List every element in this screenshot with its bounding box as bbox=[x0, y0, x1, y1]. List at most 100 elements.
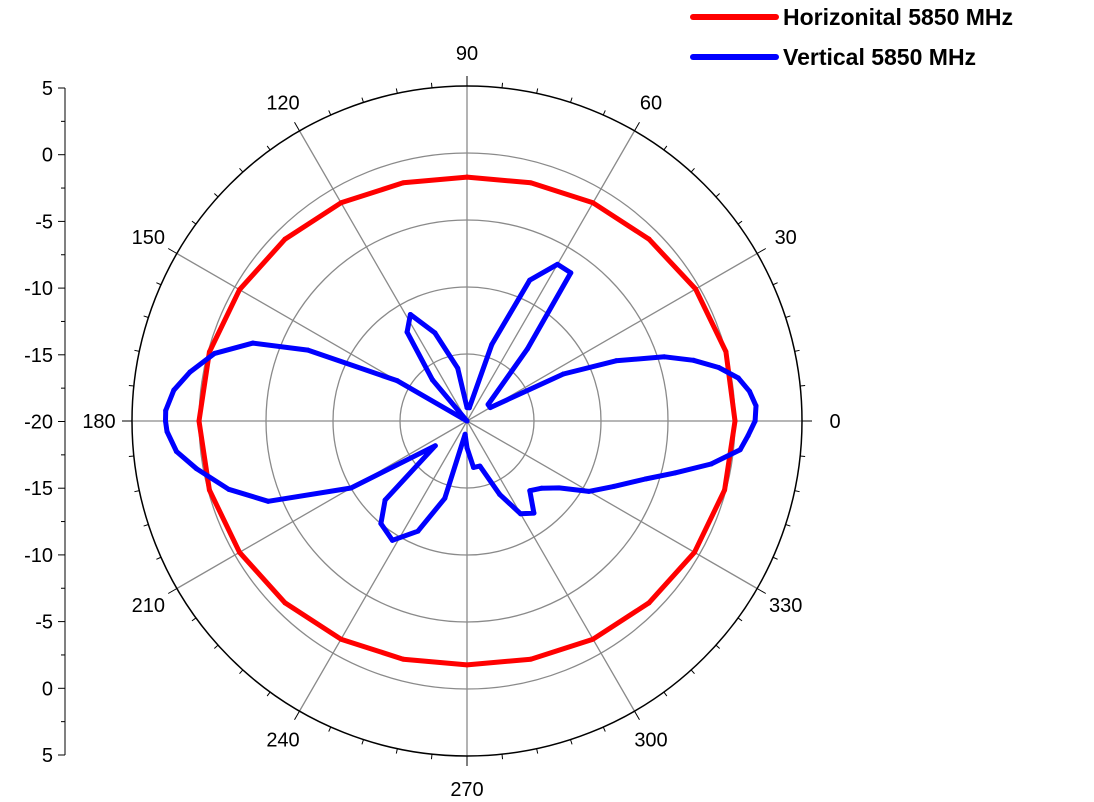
grid-spoke bbox=[176, 420, 468, 590]
angular-tick-mark bbox=[361, 739, 364, 745]
series-1-point bbox=[693, 286, 699, 292]
series-1-point bbox=[282, 600, 288, 606]
legend: Horizonital 5850 MHz Vertical 5850 MHz bbox=[690, 4, 1013, 70]
series-1-point bbox=[206, 487, 212, 493]
angular-tick-mark bbox=[328, 726, 332, 732]
series-1-point bbox=[691, 549, 697, 555]
series-2-point bbox=[708, 461, 714, 467]
series-2-point bbox=[226, 486, 232, 492]
series-2-point bbox=[568, 270, 574, 276]
angular-tick-mark bbox=[239, 669, 244, 675]
angular-tick-mark bbox=[294, 710, 300, 721]
angular-tick-mark bbox=[395, 748, 398, 754]
series-2-point bbox=[432, 330, 438, 336]
series-2-point bbox=[753, 403, 759, 409]
angular-tick-mark bbox=[536, 88, 539, 94]
angular-tick-mark bbox=[785, 315, 791, 318]
angle-tick-label: 120 bbox=[266, 92, 299, 114]
series-2-point bbox=[305, 347, 311, 353]
angular-tick-mark bbox=[239, 167, 244, 173]
grid-spoke bbox=[466, 130, 636, 422]
series-2-point bbox=[485, 402, 491, 408]
series-layer bbox=[163, 174, 759, 668]
angular-tick-mark bbox=[294, 121, 300, 132]
angle-tick-label: 180 bbox=[82, 411, 115, 433]
series-2-point bbox=[524, 346, 530, 352]
series-2-point bbox=[407, 312, 413, 318]
angular-tick-mark bbox=[156, 556, 162, 560]
radial-tick-label: 5 bbox=[42, 745, 53, 767]
series-2-point bbox=[716, 365, 722, 371]
angular-tick-mark bbox=[128, 455, 134, 458]
series-2-point bbox=[527, 488, 533, 494]
series-2-point bbox=[691, 357, 697, 363]
angle-tick-label: 30 bbox=[775, 227, 797, 249]
radial-tick-label: -15 bbox=[24, 345, 53, 367]
series-2-point bbox=[173, 449, 179, 455]
angular-tick-mark bbox=[167, 248, 178, 254]
series-1-point bbox=[196, 418, 202, 424]
series-2-point bbox=[560, 371, 566, 377]
grid-spoke bbox=[298, 130, 468, 422]
series-2-point bbox=[432, 443, 438, 449]
angular-tick-mark bbox=[785, 524, 791, 527]
angular-tick-mark bbox=[634, 121, 640, 132]
angle-tick-label: 90 bbox=[456, 43, 478, 65]
angular-tick-mark bbox=[266, 145, 271, 151]
angular-tick-mark bbox=[395, 88, 398, 94]
series-1-point bbox=[732, 418, 738, 424]
polar-grid: 0 30 60 90 120 150 180 210 240 270 300 330 bbox=[82, 43, 840, 801]
series-1-point bbox=[400, 180, 406, 186]
angle-tick-label: 330 bbox=[769, 595, 802, 617]
angular-tick-mark bbox=[794, 349, 800, 352]
series-2-point bbox=[163, 418, 168, 424]
series-2-point bbox=[737, 447, 743, 453]
series-2-point bbox=[164, 428, 170, 434]
angular-tick-mark bbox=[430, 754, 433, 760]
angular-tick-mark bbox=[800, 384, 806, 387]
series-2-point bbox=[378, 521, 384, 527]
angular-tick-mark bbox=[191, 617, 197, 622]
series-2-point bbox=[586, 488, 592, 494]
series-1-point bbox=[722, 487, 728, 493]
series-1-point bbox=[590, 636, 596, 642]
angular-tick-mark bbox=[213, 193, 219, 198]
radial-tick-label: -5 bbox=[35, 211, 53, 233]
series-2-point bbox=[554, 261, 560, 267]
angular-tick-mark bbox=[690, 669, 695, 675]
series-2-point bbox=[527, 277, 533, 283]
series-1-point bbox=[646, 236, 652, 242]
radial-tick-label: 5 bbox=[42, 78, 53, 100]
radial-tick-label: 0 bbox=[42, 145, 53, 167]
series-2-point bbox=[464, 418, 470, 424]
angle-tick-label: 60 bbox=[640, 92, 662, 114]
angular-tick-mark bbox=[737, 220, 743, 225]
angular-tick-mark bbox=[634, 710, 640, 721]
series-2-point bbox=[672, 470, 678, 476]
angular-tick-mark bbox=[800, 455, 806, 458]
series-2-point bbox=[187, 369, 193, 375]
radial-tick-label: 0 bbox=[42, 678, 53, 700]
series-2-point bbox=[382, 497, 388, 503]
series-1-point bbox=[338, 200, 344, 206]
series-2-point bbox=[489, 342, 495, 348]
series-2-point bbox=[430, 377, 436, 383]
grid-spoke bbox=[298, 420, 468, 712]
radial-tick-label: -10 bbox=[24, 278, 53, 300]
angular-tick-mark bbox=[134, 349, 140, 352]
series-2-point bbox=[163, 407, 169, 413]
series-2-point bbox=[462, 431, 468, 437]
angular-tick-mark bbox=[328, 110, 332, 116]
angular-tick-mark bbox=[690, 167, 695, 173]
angular-tick-mark bbox=[756, 588, 767, 594]
series-2-point bbox=[747, 388, 753, 394]
angular-tick-mark bbox=[756, 248, 767, 254]
angular-tick-mark bbox=[570, 97, 573, 103]
angular-tick-mark bbox=[128, 384, 134, 387]
angular-tick-mark bbox=[715, 193, 721, 198]
series-2-point bbox=[735, 375, 741, 381]
angular-tick-mark bbox=[266, 691, 271, 697]
series-2-point bbox=[752, 418, 758, 424]
grid-spoke bbox=[466, 252, 758, 422]
